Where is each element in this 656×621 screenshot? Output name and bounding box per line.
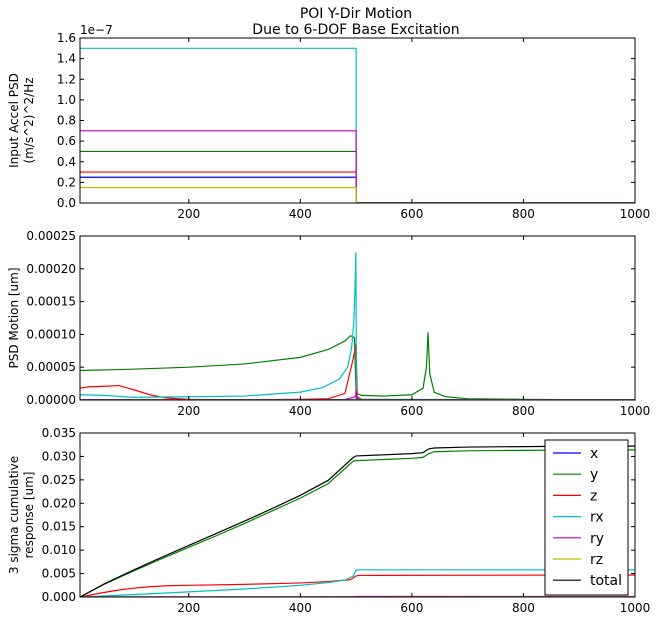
- legend-label-rx: rx: [590, 510, 604, 526]
- legend-label-z: z: [590, 488, 597, 504]
- y-tick-label: 0.00025: [26, 229, 76, 243]
- y-offset-label: 1e−7: [80, 23, 113, 37]
- y-tick-label: 0.025: [42, 473, 76, 487]
- y-tick-label: 1.4: [57, 52, 76, 66]
- y-tick-label: 0.0: [57, 196, 76, 210]
- series-line-rz: [80, 186, 635, 203]
- y-tick-label: 0.00020: [26, 262, 76, 276]
- series-group: [80, 47, 635, 203]
- y-tick-label: 1.0: [57, 93, 76, 107]
- series-line-z: [80, 574, 635, 597]
- y-tick-label: 0.00005: [26, 360, 76, 374]
- plots-group: 200 400 600 800 1000 0.0 0.2 0.4 0.6 0.8 1.0 1.2 1.4…: [7, 23, 650, 615]
- x-tick-label: 400: [289, 404, 312, 418]
- y-tick-label: 0.00000: [26, 393, 76, 407]
- x-tick-label: 800: [512, 404, 535, 418]
- y-axis-label-line1: Input Accel PSD: [7, 73, 21, 168]
- x-tick-label: 1000: [620, 404, 651, 418]
- axes-frame: [79, 235, 636, 401]
- legend-box: [544, 439, 629, 596]
- y-tick-label: 1.2: [57, 72, 76, 86]
- x-tick-label: 200: [177, 601, 200, 615]
- subplot-input-accel-psd: 200 400 600 800 1000 0.0 0.2 0.4 0.6 0.8 1.0 1.2 1.4…: [7, 23, 650, 221]
- figure-title-line1: POI Y-Dir Motion: [300, 6, 412, 22]
- y-axis-label-line1: PSD Motion [um]: [7, 267, 21, 368]
- series-line-y: [80, 449, 635, 597]
- y-axis-label-line1: 3 sigma cumulative: [7, 456, 21, 574]
- x-tick-label: 600: [400, 404, 423, 418]
- series-line-ry: [80, 130, 635, 203]
- y-tick-label: 0.035: [42, 426, 76, 440]
- x-tick-label: 800: [512, 601, 535, 615]
- x-tick-label: 600: [400, 207, 423, 221]
- axes-frame: [79, 37, 636, 204]
- y-axis-label-line2: (m/s^2)^2/Hz: [22, 77, 36, 163]
- series-line-x: [80, 176, 635, 203]
- y-axis-label-line2: response [um]: [22, 472, 36, 559]
- figure-title-line2: Due to 6-DOF Base Excitation: [252, 22, 459, 38]
- y-tick-label: 0.6: [57, 134, 76, 148]
- x-tick-label: 600: [400, 601, 423, 615]
- x-tick-label: 400: [289, 207, 312, 221]
- subplot-psd-motion: 200 400 600 800 1000 0.00000 0.00005 0.00010 0.0…: [7, 229, 650, 418]
- series-line-total: [80, 445, 635, 597]
- axes-frame: [79, 432, 636, 598]
- x-tick-label: 1000: [620, 207, 651, 221]
- y-tick-label: 0.4: [57, 155, 76, 169]
- y-tick-label: 0.2: [57, 175, 76, 189]
- x-tick-label: 200: [177, 404, 200, 418]
- y-tick-label: 0.010: [42, 543, 76, 557]
- y-tick-label: 1.6: [57, 31, 76, 45]
- legend-label-rz: rz: [590, 552, 603, 568]
- y-tick-label: 0.005: [42, 567, 76, 581]
- y-tick-label: 0.030: [42, 449, 76, 463]
- series-line-rx: [80, 252, 635, 400]
- y-tick-label: 0.00015: [26, 295, 76, 309]
- series-line-y: [80, 332, 635, 400]
- legend-label-y: y: [590, 467, 598, 483]
- series-line-z: [80, 344, 635, 400]
- legend-label-x: x: [590, 446, 598, 462]
- legend: xyz rx ry rz total: [544, 439, 629, 596]
- x-tick-label: 200: [177, 207, 200, 221]
- y-tick-label: 0.000: [42, 590, 76, 604]
- y-tick-label: 0.020: [42, 496, 76, 510]
- legend-label-total: total: [590, 573, 622, 589]
- series-line-rx: [80, 47, 635, 203]
- series-line-rx: [80, 569, 635, 597]
- y-tick-label: 0.00010: [26, 327, 76, 341]
- x-tick-label: 400: [289, 601, 312, 615]
- y-tick-label: 0.015: [42, 520, 76, 534]
- y-tick-label: 0.8: [57, 114, 76, 128]
- legend-label-ry: ry: [590, 531, 604, 547]
- subplot-cumulative-response: 200 400 600 800 1000 0.000 0.005 0.010 0.015 0.02…: [7, 426, 650, 615]
- series-group: [80, 252, 635, 400]
- x-tick-label: 1000: [620, 601, 651, 615]
- x-tick-label: 800: [512, 207, 535, 221]
